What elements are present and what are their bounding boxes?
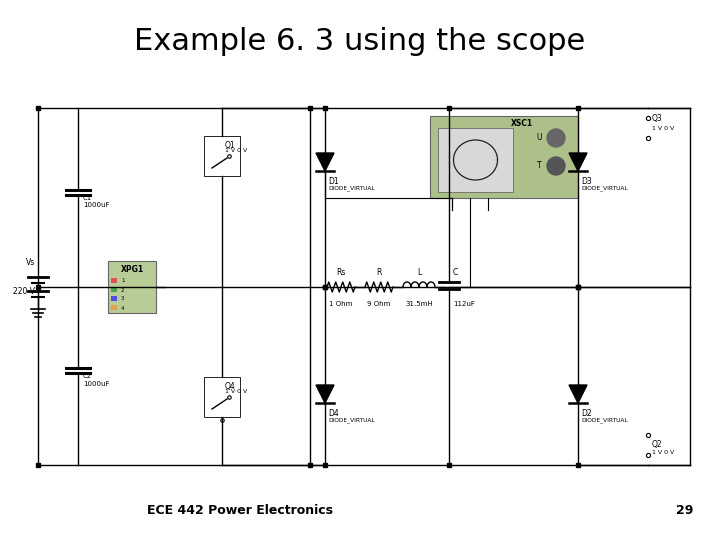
Text: Rs: Rs	[336, 268, 346, 277]
Text: L: L	[417, 268, 421, 277]
Text: XPG1: XPG1	[120, 265, 143, 273]
Bar	[111, 305, 117, 310]
Text: 1 V 0 V: 1 V 0 V	[652, 450, 674, 456]
Text: DIODE_VIRTUAL: DIODE_VIRTUAL	[328, 185, 374, 191]
Text: D3: D3	[581, 177, 592, 186]
Text: Vs: Vs	[26, 258, 35, 267]
Circle shape	[547, 129, 565, 147]
Text: D2: D2	[581, 409, 592, 418]
Text: Example 6. 3 using the scope: Example 6. 3 using the scope	[135, 28, 585, 57]
Text: 3: 3	[121, 296, 125, 301]
Text: 2: 2	[121, 287, 125, 293]
Text: T: T	[537, 161, 542, 171]
Text: C2
1000uF: C2 1000uF	[83, 374, 109, 387]
Text: 4: 4	[121, 306, 125, 310]
Polygon shape	[316, 153, 334, 171]
Bar	[108, 261, 156, 313]
Text: U: U	[536, 133, 542, 143]
Bar	[204, 377, 240, 417]
Text: 31.5mH: 31.5mH	[405, 301, 433, 307]
Polygon shape	[316, 385, 334, 403]
Polygon shape	[569, 385, 587, 403]
Text: 112uF: 112uF	[453, 301, 475, 307]
Bar	[438, 128, 513, 192]
Text: DIODE_VIRTUAL: DIODE_VIRTUAL	[581, 417, 628, 423]
Text: 9 Ohm: 9 Ohm	[367, 301, 391, 307]
Polygon shape	[569, 153, 587, 171]
Text: DIODE_VIRTUAL: DIODE_VIRTUAL	[581, 185, 628, 191]
Text: C: C	[453, 268, 458, 277]
Text: 29: 29	[676, 503, 693, 516]
Bar	[111, 287, 117, 292]
Text: Q1: Q1	[225, 141, 235, 150]
Text: XSC1: XSC1	[510, 118, 533, 127]
Text: D1: D1	[328, 177, 338, 186]
Text: 1 V 0 V: 1 V 0 V	[225, 389, 247, 394]
Text: Q4: Q4	[225, 382, 235, 391]
Circle shape	[547, 157, 565, 175]
Text: ECE 442 Power Electronics: ECE 442 Power Electronics	[147, 503, 333, 516]
Bar	[111, 296, 117, 301]
Text: 220 V: 220 V	[13, 287, 35, 296]
Text: 1: 1	[121, 279, 125, 284]
Text: 1 V 0 V: 1 V 0 V	[225, 148, 247, 153]
Text: Q2: Q2	[652, 441, 662, 449]
Text: R: R	[377, 268, 382, 277]
Text: C1
1000uF: C1 1000uF	[83, 195, 109, 208]
Text: 1 V 0 V: 1 V 0 V	[652, 125, 674, 131]
Text: Q3: Q3	[652, 113, 662, 123]
Bar	[430, 116, 578, 198]
Bar	[204, 136, 240, 176]
Text: D4: D4	[328, 409, 338, 418]
Text: DIODE_VIRTUAL: DIODE_VIRTUAL	[328, 417, 374, 423]
Bar	[111, 278, 117, 283]
Text: 1 Ohm: 1 Ohm	[329, 301, 353, 307]
